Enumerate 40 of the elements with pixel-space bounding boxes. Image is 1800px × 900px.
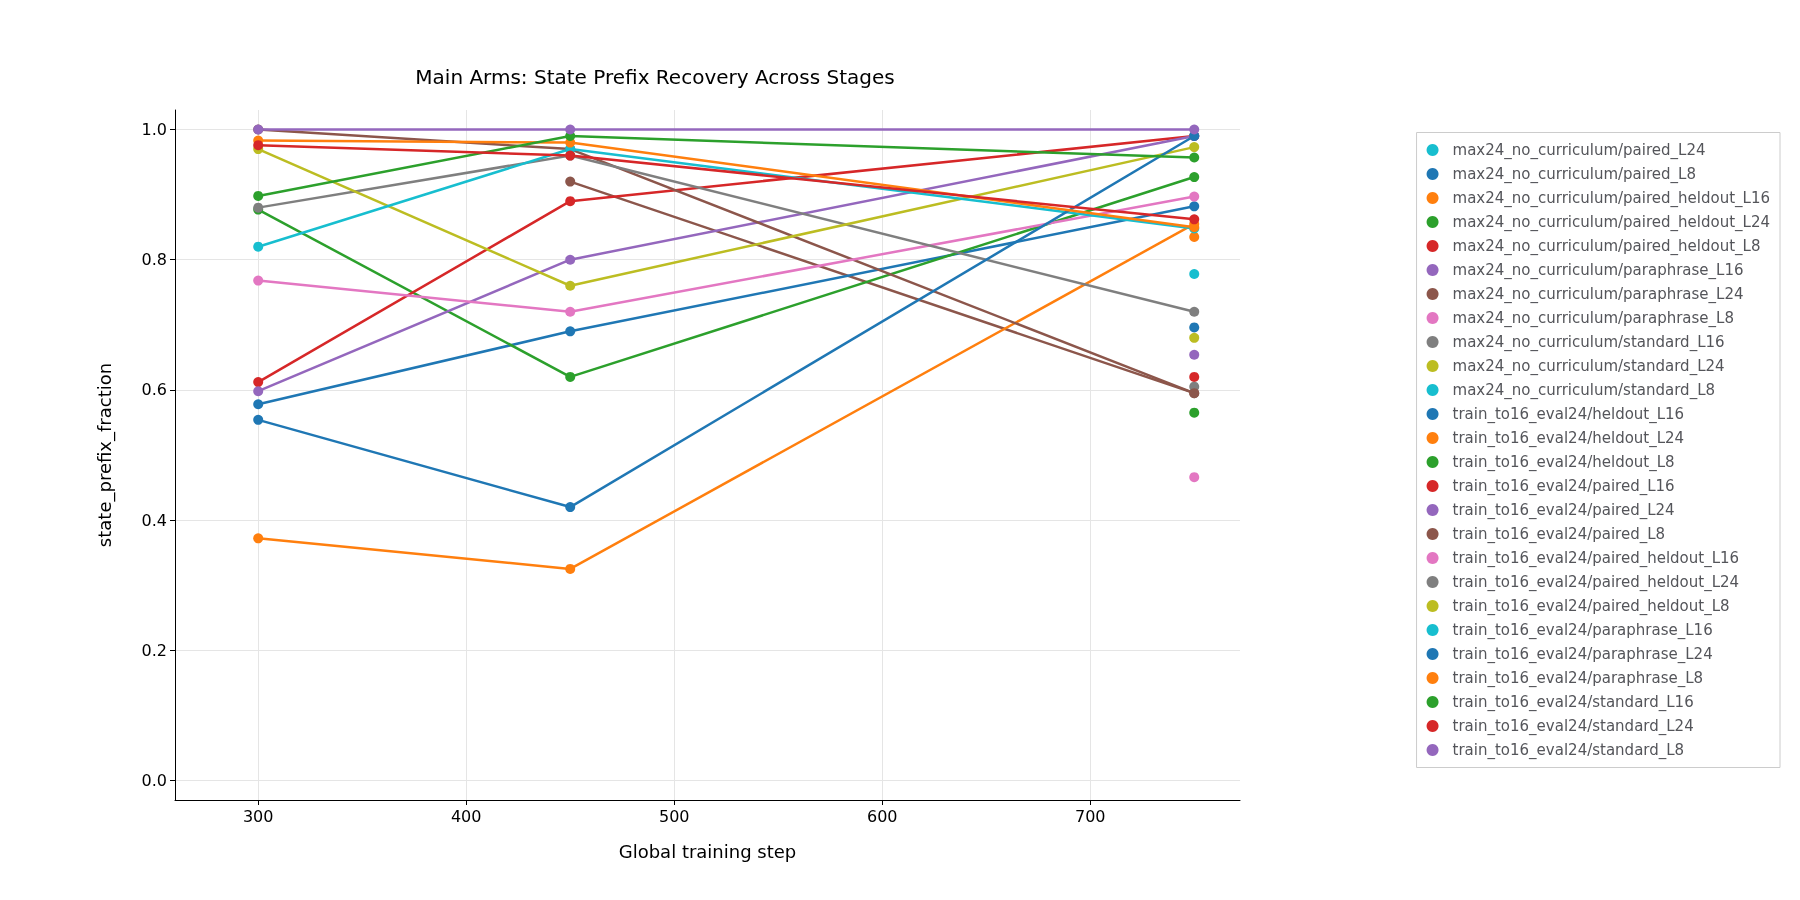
legend-label: train_to16_eval24/paired_heldout_L8 bbox=[1452, 597, 1730, 616]
x-axis-title: Global training step bbox=[618, 840, 797, 862]
legend-label: train_to16_eval24/heldout_L24 bbox=[1452, 429, 1685, 448]
y-tick-label: 1.0 bbox=[141, 120, 167, 140]
x-tick-label: 400 bbox=[450, 806, 482, 826]
legend-label: train_to16_eval24/paired_L8 bbox=[1452, 525, 1666, 544]
legend-label: max24_no_curriculum/paired_L8 bbox=[1452, 165, 1696, 184]
legend-label: max24_no_curriculum/paired_heldout_L24 bbox=[1452, 213, 1771, 232]
chart-title: Main Arms: State Prefix Recovery Across Stages bbox=[415, 65, 895, 89]
legend-label: max24_no_curriculum/paired_heldout_L8 bbox=[1452, 237, 1761, 256]
legend-label: train_to16_eval24/paraphrase_L8 bbox=[1452, 669, 1704, 688]
legend-label: train_to16_eval24/standard_L8 bbox=[1452, 741, 1685, 760]
x-tick-label: 600 bbox=[866, 806, 898, 826]
x-tick-label: 300 bbox=[242, 806, 274, 826]
legend-label: max24_no_curriculum/paraphrase_L16 bbox=[1452, 261, 1744, 280]
legend-label: train_to16_eval24/paired_L24 bbox=[1452, 501, 1675, 520]
legend-label: train_to16_eval24/heldout_L8 bbox=[1452, 453, 1675, 472]
legend-label: max24_no_curriculum/standard_L8 bbox=[1452, 381, 1716, 400]
legend-label: train_to16_eval24/heldout_L16 bbox=[1452, 405, 1685, 424]
legend-label: max24_no_curriculum/standard_L24 bbox=[1452, 357, 1725, 376]
legend-label: train_to16_eval24/paraphrase_L16 bbox=[1452, 621, 1713, 640]
legend-label: max24_no_curriculum/paired_L24 bbox=[1452, 141, 1706, 160]
legend-label: train_to16_eval24/paired_heldout_L24 bbox=[1452, 573, 1740, 592]
y-axis-title: state_prefix_fraction bbox=[93, 362, 116, 548]
legend-label: train_to16_eval24/paraphrase_L24 bbox=[1452, 645, 1713, 664]
y-tick-label: 0.2 bbox=[141, 640, 167, 660]
y-tick-label: 0.6 bbox=[141, 380, 167, 400]
y-tick-label: 0.8 bbox=[141, 250, 167, 270]
legend-label: max24_no_curriculum/paraphrase_L24 bbox=[1452, 285, 1744, 304]
y-tick-label: 0.4 bbox=[141, 510, 167, 530]
legend-label: train_to16_eval24/paired_heldout_L16 bbox=[1452, 549, 1740, 568]
y-tick-label: 0.0 bbox=[141, 770, 167, 790]
legend-label: train_to16_eval24/standard_L16 bbox=[1452, 693, 1694, 712]
legend-label: max24_no_curriculum/paraphrase_L8 bbox=[1452, 309, 1735, 328]
legend-label: train_to16_eval24/standard_L24 bbox=[1452, 717, 1694, 736]
legend-label: max24_no_curriculum/paired_heldout_L16 bbox=[1452, 189, 1771, 208]
x-tick-label: 700 bbox=[1074, 806, 1106, 826]
legend-label: max24_no_curriculum/standard_L16 bbox=[1452, 333, 1725, 352]
x-tick-label: 500 bbox=[658, 806, 690, 826]
legend-label: train_to16_eval24/paired_L16 bbox=[1452, 477, 1675, 496]
